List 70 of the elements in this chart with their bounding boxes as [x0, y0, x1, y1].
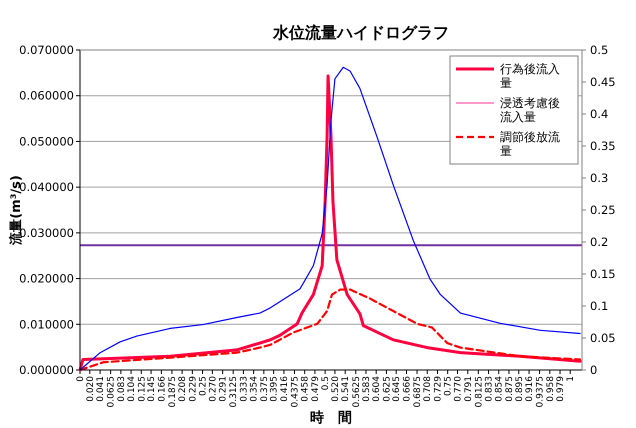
legend-label: 行為後流入量	[500, 62, 560, 90]
x-tick-label: 0.479	[310, 376, 321, 402]
x-tick-label: 0.708	[423, 376, 434, 402]
x-tick-label: 0.6875	[413, 376, 424, 408]
x-tick-label: 0.520	[330, 376, 341, 402]
x-tick-label: 0.958	[546, 376, 556, 402]
x-tick-label: 0.770	[453, 376, 464, 402]
x-tick-label: 1	[566, 376, 576, 382]
x-tick-label: 0	[76, 376, 86, 382]
chart-title: 水位流量ハイドログラフ	[272, 23, 449, 42]
x-tick-label: 0.979	[556, 376, 566, 402]
x-tick-label: 0.895	[514, 376, 525, 402]
x-tick-label: 0.625	[382, 376, 392, 402]
x-axis-title: 時 間	[310, 410, 352, 426]
x-tick-label: 0.833	[484, 376, 495, 402]
x-tick-label: 0.5	[321, 376, 332, 390]
x-tick-label: 0.5625	[352, 376, 362, 408]
x-tick-label: 0.541	[341, 376, 352, 402]
y2-tick-label: 0.45	[590, 75, 616, 89]
y-tick-label: 0.000000	[19, 363, 74, 377]
x-tick-label: 0.9375	[536, 376, 546, 408]
x-tick-label: 0.375	[260, 376, 270, 402]
y2-tick-label: 0.15	[590, 267, 616, 281]
x-tick-label: 0.916	[525, 376, 536, 402]
x-tick-label: 0.166	[157, 376, 168, 402]
y2-tick-label: 0.05	[590, 331, 616, 345]
y-tick-label: 0.060000	[19, 88, 74, 103]
x-tick-label: 0.291	[218, 376, 229, 402]
x-tick-label: 0.145	[147, 376, 158, 402]
y2-tick-label: 0.5	[590, 43, 608, 57]
y-tick-label: 0.070000	[19, 43, 74, 57]
x-tick-label: 0.791	[464, 376, 474, 402]
x-tick-label: 0.645	[392, 376, 402, 402]
y-tick-label: 0.010000	[19, 317, 74, 332]
y2-tick-label: 0.35	[590, 139, 616, 153]
y-tick-label: 0.020000	[19, 272, 74, 286]
x-tick-label: 0.270	[208, 376, 218, 402]
x-tick-label: 0.354	[250, 376, 260, 402]
x-tick-label: 0.125	[137, 376, 148, 402]
y2-tick-label: 0.2	[590, 235, 608, 249]
x-tick-label: 0.583	[362, 376, 372, 402]
y2-tick-label: 0.4	[590, 107, 608, 121]
legend-label: 浸透考慮後流入量	[500, 96, 560, 124]
x-tick-label: 0.25	[198, 376, 209, 396]
x-tick-label: 0.75	[444, 376, 454, 396]
x-tick-label: 0.041	[96, 376, 106, 402]
x-tick-label: 0.458	[300, 376, 311, 402]
x-tick-label: 0.854	[494, 376, 505, 402]
y2-tick-label: 0.25	[590, 203, 616, 217]
x-tick-label: 0.604	[372, 376, 382, 402]
x-tick-label: 0.395	[270, 376, 280, 402]
x-tick-label: 0.229	[188, 376, 198, 402]
x-tick-label: 0.020	[86, 376, 96, 402]
legend-label: 調節後放流量	[500, 130, 560, 158]
y2-tick-label: 0.3	[590, 171, 608, 185]
x-tick-label: 0.208	[178, 376, 188, 402]
x-tick-label: 0.333	[239, 376, 250, 402]
x-tick-label: 0.104	[127, 376, 138, 402]
x-tick-label: 0.0625	[106, 376, 117, 408]
x-tick-label: 0.1875	[168, 376, 178, 408]
x-tick-label: 0.666	[402, 376, 412, 402]
x-tick-label: 0.4375	[290, 376, 300, 408]
x-tick-label: 0.8125	[474, 376, 484, 408]
x-tick-label: 0.729	[433, 376, 444, 402]
y2-tick-label: 0.1	[590, 299, 608, 313]
x-tick-label: 0.416	[280, 376, 290, 402]
y-tick-label: 0.050000	[19, 134, 74, 148]
x-tick-label: 0.3125	[229, 376, 240, 408]
x-tick-label: 0.875	[504, 376, 515, 402]
x-tick-label: 0.083	[116, 376, 127, 402]
